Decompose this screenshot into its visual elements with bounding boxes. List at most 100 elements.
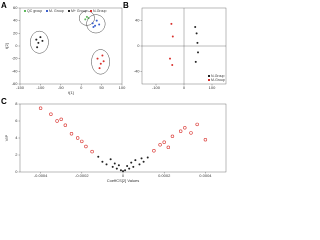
point: [195, 122, 199, 127]
legend-swatch: [68, 10, 70, 12]
point: [41, 39, 44, 42]
point: [85, 15, 88, 18]
y-tick-label: -40: [12, 68, 19, 73]
panel-label: A: [1, 1, 7, 10]
x-tick-label: 50: [99, 85, 104, 90]
point: [158, 143, 162, 147]
legend-label: M-Group: [211, 78, 225, 82]
y-tick-label: 6: [15, 118, 18, 123]
y-tick-label: 40: [13, 18, 18, 23]
point: [122, 170, 124, 173]
point: [111, 165, 114, 168]
x-tick-label: 0.0002: [158, 173, 171, 178]
point: [96, 57, 99, 60]
x-tick-label: 0: [122, 173, 125, 178]
x-tick-label: -0.0002: [75, 173, 89, 178]
point: [178, 129, 183, 133]
point: [84, 144, 88, 149]
point: [75, 136, 80, 140]
point: [97, 155, 100, 158]
point: [55, 119, 59, 123]
point: [183, 126, 187, 130]
point: [105, 163, 108, 166]
group-ellipse: [30, 30, 49, 54]
x-axis-label: t[1]: [68, 90, 74, 95]
point: [101, 160, 104, 163]
point: [69, 132, 74, 136]
plot-frame: [19, 7, 123, 85]
group-ellipse: [86, 14, 106, 34]
point: [92, 26, 95, 28]
point: [194, 26, 197, 28]
point: [132, 165, 135, 168]
point: [119, 169, 122, 172]
legend-swatch: [24, 10, 26, 12]
legend-label: N-Group: [93, 9, 106, 13]
point: [101, 54, 104, 57]
point: [130, 161, 133, 164]
figure: A-150 -100 -50 0 50 100-60-40-200204060t[1]t[…: [1, 1, 227, 183]
point: [138, 163, 141, 166]
y-axis-label: VIP: [4, 134, 9, 141]
point: [35, 38, 38, 41]
point: [59, 117, 63, 122]
y-tick-label: -20: [12, 56, 19, 61]
point: [84, 18, 87, 21]
point: [126, 165, 129, 168]
point: [109, 158, 112, 161]
point: [95, 19, 98, 22]
point: [90, 149, 94, 154]
y-tick-label: -60: [12, 81, 19, 86]
point: [140, 157, 143, 160]
point: [134, 159, 137, 162]
x-tick-label: -150: [16, 85, 25, 90]
x-tick-label: 100: [209, 85, 216, 90]
point: [113, 162, 116, 165]
x-tick-label: -0.0004: [34, 173, 48, 178]
point: [91, 22, 94, 25]
legend-label: M+ Group: [71, 9, 87, 13]
panel-label: C: [1, 97, 7, 106]
point: [94, 24, 97, 27]
x-tick-label: 0.0004: [199, 173, 212, 178]
point: [98, 67, 101, 70]
x-tick-label: 0: [80, 85, 83, 90]
point: [146, 156, 149, 159]
point: [39, 36, 42, 39]
x-tick-label: 100: [119, 85, 126, 90]
point: [169, 57, 171, 60]
group-ellipse: [91, 49, 110, 75]
point: [80, 139, 84, 144]
y-tick-label: 0: [15, 169, 18, 174]
legend-swatch: [90, 10, 92, 12]
y-axis-label: t[2]: [4, 43, 9, 49]
legend-swatch: [208, 79, 210, 81]
point: [197, 51, 199, 54]
y-tick-label: 0: [15, 43, 18, 48]
point: [124, 169, 127, 172]
point: [203, 138, 208, 142]
y-tick-label: 4: [15, 135, 18, 140]
point: [38, 106, 43, 110]
legend-swatch: [46, 10, 48, 12]
point: [117, 164, 120, 167]
point: [152, 149, 156, 153]
point: [102, 60, 105, 63]
point: [166, 145, 171, 150]
x-axis-label: CoeffCS[2] Values: [107, 178, 140, 183]
point: [195, 32, 198, 35]
x-tick-label: 0: [183, 85, 186, 90]
point: [194, 60, 197, 63]
legend-label: N-Group: [211, 74, 224, 78]
legend-label: QC group: [27, 9, 42, 13]
point: [128, 167, 131, 170]
x-tick-label: -100: [36, 85, 45, 90]
point: [36, 46, 39, 49]
y-tick-label: -40: [134, 68, 141, 73]
x-tick-label: -100: [152, 85, 161, 90]
point: [115, 167, 118, 170]
point: [142, 160, 145, 163]
point: [171, 35, 174, 38]
panel-label: B: [123, 1, 129, 10]
point: [98, 23, 101, 26]
